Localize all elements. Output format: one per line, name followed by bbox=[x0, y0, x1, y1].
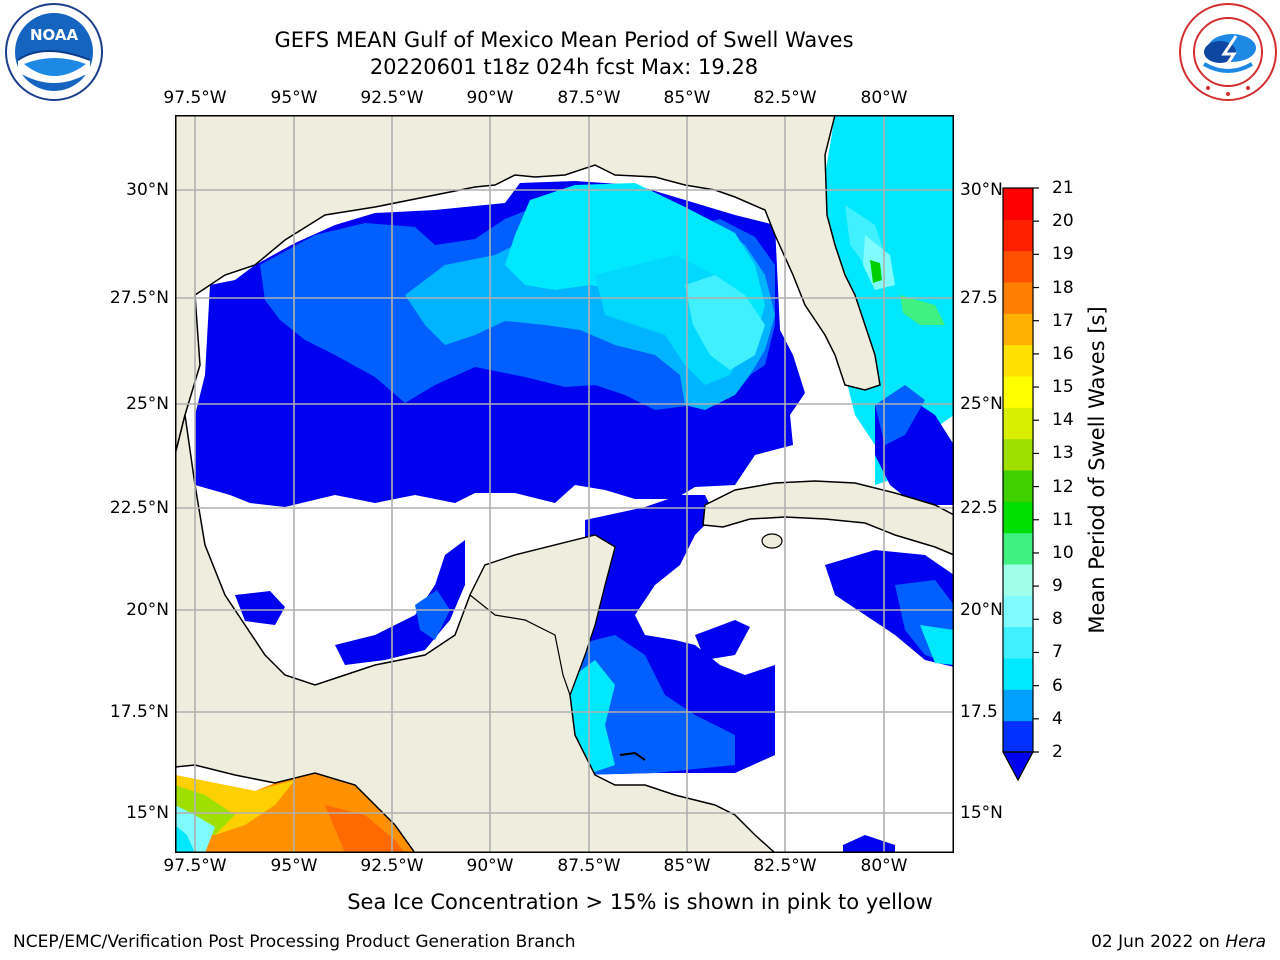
colorbar-band bbox=[1003, 626, 1033, 659]
colorbar-band bbox=[1003, 532, 1033, 565]
lon-label-top: 82.5°W bbox=[753, 88, 817, 108]
colorbar-band bbox=[1003, 470, 1033, 502]
lat-label-right: 17.5 bbox=[960, 702, 998, 722]
lon-label-bottom: 85°W bbox=[663, 856, 711, 876]
colorbar-band bbox=[1003, 658, 1033, 690]
lat-label-left: 15°N bbox=[126, 803, 169, 823]
swell-field-pacific bbox=[175, 771, 415, 853]
lon-label-bottom: 87.5°W bbox=[557, 856, 621, 876]
colorbar-tick-label: 7 bbox=[1052, 642, 1063, 663]
colorbar-tick-label: 20 bbox=[1052, 211, 1074, 232]
lat-label-right: 20°N bbox=[960, 600, 1003, 620]
lon-label-top: 95°W bbox=[270, 88, 318, 108]
colorbar-tick-label: 19 bbox=[1052, 244, 1074, 265]
sea-ice-caption: Sea Ice Concentration > 15% is shown in … bbox=[347, 890, 933, 914]
colorbar-band bbox=[1003, 564, 1033, 596]
lon-label-bottom: 90°W bbox=[466, 856, 514, 876]
lat-label-right: 15°N bbox=[960, 803, 1003, 823]
colorbar-tick-label: 16 bbox=[1052, 343, 1074, 364]
colorbar-band bbox=[1003, 595, 1033, 628]
colorbar-band bbox=[1003, 438, 1033, 471]
colorbar-tick-label: 15 bbox=[1052, 377, 1074, 398]
colorbar-tick-label: 14 bbox=[1052, 410, 1074, 431]
land-yucatan bbox=[469, 534, 616, 697]
footer-date: 02 Jun 2022 on Hera bbox=[1091, 932, 1266, 952]
colorbar-tick-label: 2 bbox=[1052, 742, 1063, 762]
lat-label-left: 27.5°N bbox=[109, 288, 169, 308]
lat-label-right: 25°N bbox=[960, 394, 1003, 414]
map-title: GEFS MEAN Gulf of Mexico Mean Period of … bbox=[274, 28, 854, 52]
land-usa bbox=[175, 115, 881, 456]
lon-label-top: 92.5°W bbox=[360, 88, 424, 108]
map-subtitle: 20220601 t18z 024h fcst Max: 19.28 bbox=[369, 55, 759, 79]
lat-label-right: 22.5 bbox=[960, 498, 998, 518]
map-border bbox=[175, 115, 954, 853]
colorbar-frame bbox=[1002, 187, 1034, 753]
graticule bbox=[175, 115, 954, 853]
lon-label-top: 90°W bbox=[466, 88, 514, 108]
lat-label-left: 30°N bbox=[126, 180, 169, 200]
colorbar-band bbox=[1003, 376, 1033, 408]
lon-label-top: 97.5°W bbox=[163, 88, 227, 108]
colorbar-tick-label: 21 bbox=[1052, 178, 1074, 198]
colorbar-tick-label: 8 bbox=[1052, 609, 1063, 630]
colorbar-band bbox=[1003, 282, 1033, 314]
footer-credit: NCEP/EMC/Verification Post Processing Pr… bbox=[13, 932, 576, 952]
noaa-logo-icon: NOAA bbox=[4, 2, 104, 106]
colorbar-band bbox=[1003, 313, 1033, 346]
colorbar-band bbox=[1003, 689, 1033, 722]
lat-label-left: 22.5°N bbox=[109, 498, 169, 518]
lon-label-bottom: 80°W bbox=[860, 856, 908, 876]
colorbar-tick-label: 11 bbox=[1052, 509, 1074, 530]
lon-label-bottom: 92.5°W bbox=[360, 856, 424, 876]
swell-period-map bbox=[175, 115, 954, 853]
colorbar bbox=[1001, 187, 1039, 782]
noaa-logo-text: NOAA bbox=[30, 26, 79, 44]
colorbar-tick-label: 9 bbox=[1052, 576, 1063, 597]
footer-date-text: 02 Jun 2022 on bbox=[1091, 932, 1226, 952]
colorbar-band bbox=[1003, 219, 1033, 252]
lon-label-top: 87.5°W bbox=[557, 88, 621, 108]
colorbar-band bbox=[1003, 250, 1033, 283]
colorbar-tick-label: 10 bbox=[1052, 542, 1074, 563]
lat-label-left: 25°N bbox=[126, 394, 169, 414]
colorbar-band bbox=[1003, 501, 1033, 534]
lat-label-right: 30°N bbox=[960, 180, 1003, 200]
colorbar-band bbox=[1003, 188, 1033, 220]
lat-label-left: 17.5°N bbox=[109, 702, 169, 722]
lat-label-left: 20°N bbox=[126, 600, 169, 620]
nws-logo-icon bbox=[1178, 2, 1278, 106]
footer-host: Hera bbox=[1225, 932, 1266, 952]
lon-label-bottom: 95°W bbox=[270, 856, 318, 876]
colorbar-tick-label: 18 bbox=[1052, 277, 1074, 298]
colorbar-tick-label: 6 bbox=[1052, 675, 1063, 696]
colorbar-tick-label: 4 bbox=[1052, 708, 1063, 729]
land-cuba bbox=[702, 480, 954, 556]
colorbar-title: Mean Period of Swell Waves [s] bbox=[1085, 306, 1109, 634]
lon-label-top: 80°W bbox=[860, 88, 908, 108]
lon-label-bottom: 82.5°W bbox=[753, 856, 817, 876]
colorbar-tick-label: 17 bbox=[1052, 310, 1074, 331]
colorbar-tick-label: 12 bbox=[1052, 476, 1074, 497]
colorbar-band bbox=[1003, 720, 1033, 753]
lat-label-right: 27.5 bbox=[960, 288, 998, 308]
colorbar-band bbox=[1003, 407, 1033, 440]
colorbar-band bbox=[1003, 344, 1033, 377]
lon-label-top: 85°W bbox=[663, 88, 711, 108]
swell-field-atlantic bbox=[825, 115, 954, 505]
lon-label-bottom: 97.5°W bbox=[163, 856, 227, 876]
colorbar-extend-triangle bbox=[1001, 751, 1035, 782]
colorbar-tick-label: 13 bbox=[1052, 443, 1074, 464]
